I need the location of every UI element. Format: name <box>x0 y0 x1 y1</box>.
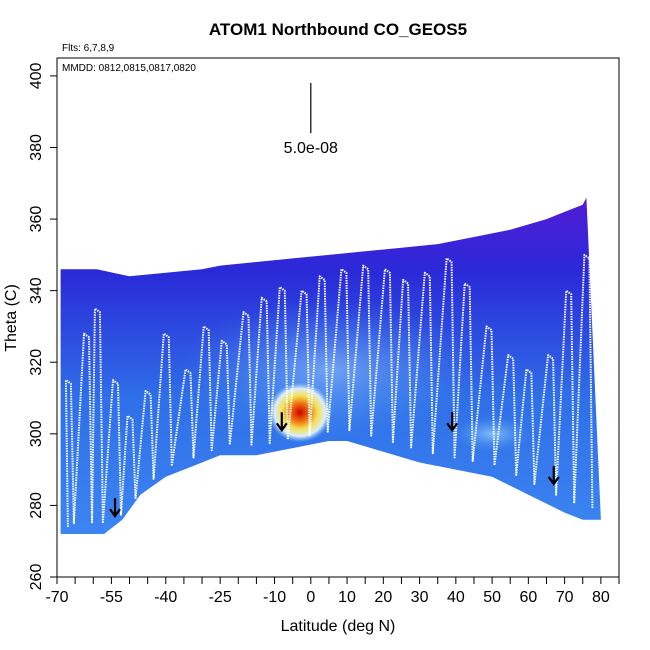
y-tick-label-7: 400 <box>28 62 45 89</box>
chart-title: ATOM1 Northbound CO_GEOS5 <box>209 20 467 39</box>
y-tick-label-1: 280 <box>28 492 45 519</box>
x-axis-label: Latitude (deg N) <box>281 618 396 635</box>
x-tick-label-4: -10 <box>263 589 286 606</box>
arrow-markers <box>109 412 560 519</box>
scale-bar-label: 5.0e-08 <box>284 140 338 157</box>
x-tick-label-13: 80 <box>592 589 610 606</box>
heatmap-field <box>60 197 601 534</box>
x-tick-label-12: 70 <box>556 589 574 606</box>
arrow-head-0 <box>109 508 121 519</box>
flight-tracks <box>64 253 594 527</box>
y-tick-label-4: 340 <box>28 277 45 304</box>
arrow-head-2 <box>446 422 459 433</box>
heatmap-hotspot <box>267 382 332 443</box>
x-tick-label-10: 50 <box>483 589 501 606</box>
dates-label: MMDD: 0812,0815,0817,0820 <box>62 63 196 74</box>
arrow-head-1 <box>275 422 288 433</box>
y-tick-label-3: 320 <box>28 349 45 376</box>
y-tick-label-0: 260 <box>28 564 45 591</box>
flights-label: Flts: 6,7,8,9 <box>62 43 115 54</box>
heatmap-layers <box>60 197 601 534</box>
x-axis: -70 -55 -40 -25 -10 0 10 20 30 40 50 60 70 80 <box>45 577 620 606</box>
y-axis: 260 280 300 320 340 360 380 400 <box>28 62 57 590</box>
y-tick-label-5: 360 <box>28 206 45 233</box>
flight-track-line <box>64 253 594 527</box>
x-tick-label-8: 30 <box>411 589 429 606</box>
heatmap-glow-north <box>452 415 533 452</box>
x-tick-label-0: -70 <box>45 589 68 606</box>
y-axis-label: Theta (C) <box>3 284 20 352</box>
x-tick-label-3: -25 <box>209 589 232 606</box>
x-tick-label-5: 0 <box>306 589 315 606</box>
x-tick-label-9: 40 <box>447 589 465 606</box>
x-tick-label-1: -55 <box>100 589 123 606</box>
x-tick-label-7: 20 <box>374 589 392 606</box>
y-tick-label-6: 380 <box>28 134 45 161</box>
x-tick-label-2: -40 <box>154 589 177 606</box>
x-tick-label-11: 60 <box>519 589 537 606</box>
x-tick-label-6: 10 <box>338 589 356 606</box>
arrow-head-3 <box>547 476 560 486</box>
scale-bar: 5.0e-08 <box>284 83 338 157</box>
plot-frame <box>56 57 620 578</box>
y-tick-label-2: 300 <box>28 420 45 447</box>
